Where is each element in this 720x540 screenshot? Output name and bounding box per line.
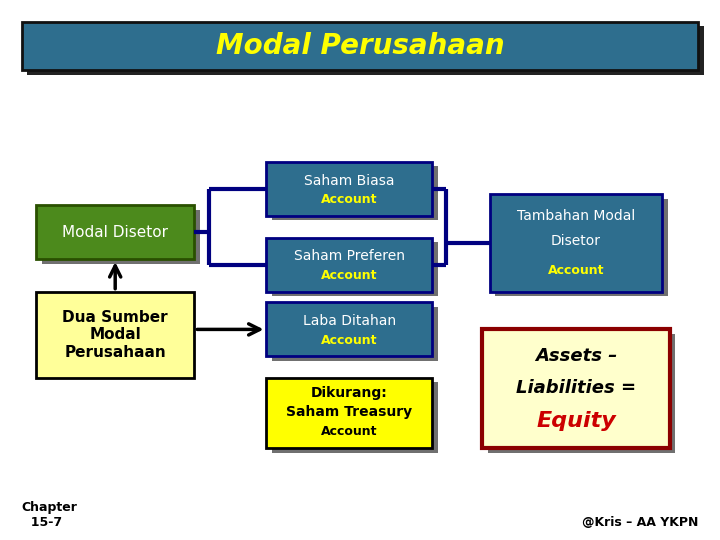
Bar (272, 166, 438, 220)
Text: Saham Preferen: Saham Preferen (294, 249, 405, 264)
Text: Laba Ditahan: Laba Ditahan (302, 314, 396, 328)
Bar (36, 292, 194, 378)
Bar (272, 307, 438, 361)
Text: Equity: Equity (536, 411, 616, 431)
Bar (266, 378, 432, 448)
Text: Chapter
  15-7: Chapter 15-7 (22, 501, 78, 529)
Bar (266, 238, 432, 292)
Bar (272, 242, 438, 296)
Text: Disetor: Disetor (551, 234, 601, 248)
Bar (27, 26, 704, 75)
Bar (482, 329, 670, 448)
Bar (22, 22, 698, 70)
Text: Account: Account (321, 193, 377, 206)
Text: Tambahan Modal: Tambahan Modal (517, 209, 635, 223)
Text: Dua Sumber
Modal
Perusahaan: Dua Sumber Modal Perusahaan (63, 310, 168, 360)
Bar (488, 334, 675, 453)
Text: Dikurang:: Dikurang: (311, 387, 387, 401)
Bar (42, 210, 200, 264)
Text: Account: Account (321, 334, 377, 347)
Text: Assets –: Assets – (535, 347, 617, 364)
Text: @Kris – AA YKPN: @Kris – AA YKPN (582, 516, 698, 529)
Bar (495, 199, 668, 296)
Text: Modal Perusahaan: Modal Perusahaan (216, 32, 504, 60)
Bar (266, 162, 432, 216)
Bar (490, 194, 662, 292)
Text: Saham Treasury: Saham Treasury (286, 404, 413, 418)
Text: Saham Biasa: Saham Biasa (304, 174, 395, 188)
Text: Modal Disetor: Modal Disetor (62, 225, 168, 240)
Bar (36, 205, 194, 259)
Text: Liabilities =: Liabilities = (516, 379, 636, 396)
Text: Account: Account (321, 269, 377, 282)
Bar (266, 302, 432, 356)
Bar (272, 382, 438, 453)
Text: Account: Account (548, 264, 604, 276)
Text: Account: Account (321, 425, 377, 438)
